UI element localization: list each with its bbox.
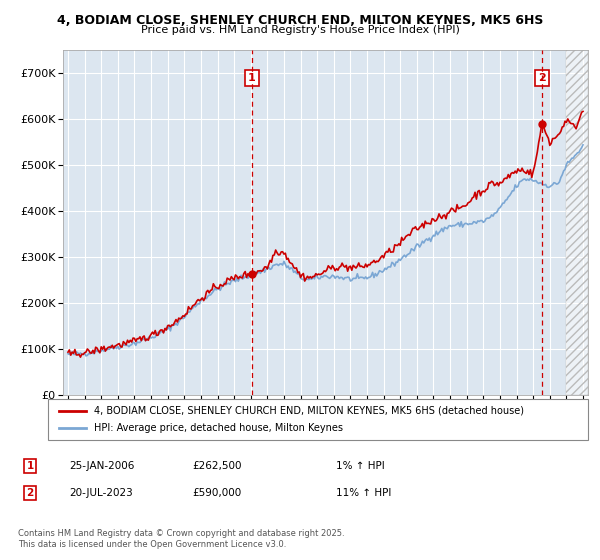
Text: Contains HM Land Registry data © Crown copyright and database right 2025.
This d: Contains HM Land Registry data © Crown c… bbox=[18, 529, 344, 549]
Text: Price paid vs. HM Land Registry's House Price Index (HPI): Price paid vs. HM Land Registry's House … bbox=[140, 25, 460, 35]
Bar bbox=[566, 50, 588, 395]
Text: 1% ↑ HPI: 1% ↑ HPI bbox=[336, 461, 385, 471]
Bar bbox=[566, 50, 588, 395]
FancyBboxPatch shape bbox=[48, 399, 588, 440]
Text: 1: 1 bbox=[26, 461, 34, 471]
Text: 4, BODIAM CLOSE, SHENLEY CHURCH END, MILTON KEYNES, MK5 6HS: 4, BODIAM CLOSE, SHENLEY CHURCH END, MIL… bbox=[57, 14, 543, 27]
Text: HPI: Average price, detached house, Milton Keynes: HPI: Average price, detached house, Milt… bbox=[94, 423, 343, 433]
Text: 20-JUL-2023: 20-JUL-2023 bbox=[69, 488, 133, 498]
Text: 4, BODIAM CLOSE, SHENLEY CHURCH END, MILTON KEYNES, MK5 6HS (detached house): 4, BODIAM CLOSE, SHENLEY CHURCH END, MIL… bbox=[94, 405, 524, 416]
Text: 1: 1 bbox=[248, 73, 256, 83]
Text: £590,000: £590,000 bbox=[192, 488, 241, 498]
Text: £262,500: £262,500 bbox=[192, 461, 241, 471]
Text: 25-JAN-2006: 25-JAN-2006 bbox=[69, 461, 134, 471]
Text: 2: 2 bbox=[538, 73, 546, 83]
Text: 2: 2 bbox=[26, 488, 34, 498]
Text: 11% ↑ HPI: 11% ↑ HPI bbox=[336, 488, 391, 498]
